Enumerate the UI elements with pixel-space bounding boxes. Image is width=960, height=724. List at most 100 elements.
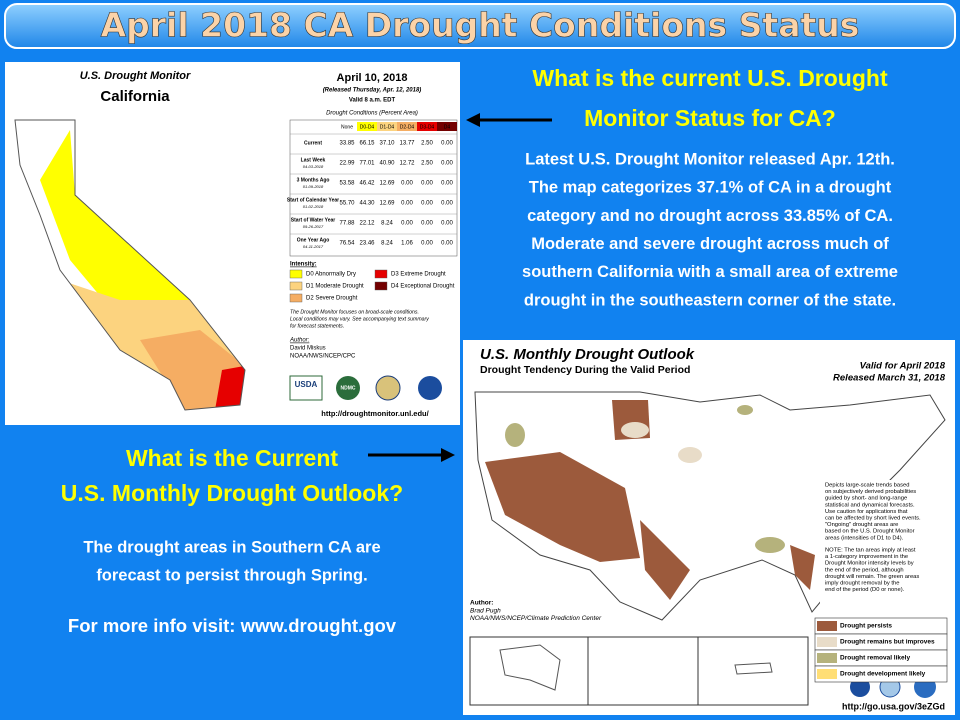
column-header-cell xyxy=(377,122,397,131)
text: NDMC xyxy=(341,385,356,391)
text: 0.00 xyxy=(401,201,413,207)
text: NOAA/NWS/NCEP/CPC xyxy=(290,354,356,360)
text: imply drought removal by the xyxy=(825,581,899,587)
us-drought-areas xyxy=(485,400,815,600)
text: 04-11-2017 xyxy=(303,244,324,249)
text: D2 Severe Drought xyxy=(306,296,358,302)
text: 09-26-2017 xyxy=(303,224,324,229)
text: D4 Exceptional Drought xyxy=(391,284,455,290)
table-frame xyxy=(289,119,458,257)
text: Drought Monitor intensity levels by xyxy=(825,561,914,567)
hawaii-inset xyxy=(587,636,699,706)
column-header-cell xyxy=(337,122,357,131)
text: The map categorizes 37.1% of CA in a dro… xyxy=(529,179,892,197)
text: http://go.usa.gov/3eZGd xyxy=(842,701,945,711)
text: Brad Pugh xyxy=(470,608,501,615)
column-header-cell xyxy=(417,122,437,131)
text: 37.10 xyxy=(379,141,395,147)
text: D1 Moderate Drought xyxy=(306,284,364,290)
text: 12.69 xyxy=(379,181,395,187)
text: 23.46 xyxy=(359,241,375,247)
title-banner xyxy=(4,3,956,49)
text: Last Week xyxy=(301,157,326,163)
text: Released March 31, 2018 xyxy=(833,373,946,384)
legend-swatch xyxy=(289,281,303,291)
text: U.S. Monthly Drought Outlook? xyxy=(61,480,403,506)
text: 2.50 xyxy=(421,141,433,147)
text: Depicts large-scale trends based xyxy=(825,483,909,489)
legend-swatch xyxy=(817,621,837,631)
text: southern California with a small area of… xyxy=(522,263,898,281)
text: D4 xyxy=(444,124,451,130)
text: For more info visit: www.drought.gov xyxy=(68,615,397,636)
puerto-rico-shape xyxy=(734,662,773,675)
text: Drought Conditions (Percent Area) xyxy=(326,111,418,117)
text: D3 Extreme Drought xyxy=(391,272,446,278)
text: 33.85 xyxy=(339,141,355,147)
column-header-cell xyxy=(397,122,417,131)
text: 0.00 xyxy=(421,221,433,227)
text: Use caution for applications that xyxy=(825,509,908,515)
text: California xyxy=(100,88,170,105)
text: Author: xyxy=(470,600,493,607)
slide-text: What is the current U.S. Drought Monitor … xyxy=(61,65,898,636)
text: Author: xyxy=(289,338,310,344)
text: The drought areas in Southern CA are xyxy=(83,538,380,556)
text: drought will remain. The green areas xyxy=(825,574,919,580)
text: 04-03-2018 xyxy=(303,164,324,169)
text: forecast to persist through Spring. xyxy=(96,566,367,584)
text: U.S. Monthly Drought Outlook xyxy=(480,346,695,363)
legend-swatch xyxy=(817,653,837,663)
text: 22.99 xyxy=(339,161,355,167)
text: Drought Tendency During the Valid Period xyxy=(480,364,690,376)
logo xyxy=(418,376,442,400)
alaska-shape xyxy=(499,644,561,691)
text: on subjectively derived probabilities xyxy=(825,489,916,495)
text: D2-D4 xyxy=(400,124,415,130)
text: 77.01 xyxy=(359,161,375,167)
text: One Year Ago xyxy=(297,237,330,243)
text: category and no drought across 33.85% of… xyxy=(527,207,893,225)
text: 0.00 xyxy=(441,141,453,147)
text: (Released Thursday, Apr. 12, 2018) xyxy=(323,88,422,94)
text: end of the period (D0 or none). xyxy=(825,587,905,593)
text: Moderate and severe drought across much … xyxy=(531,235,889,253)
text: 0.00 xyxy=(441,161,453,167)
legend-swatch xyxy=(289,269,303,279)
text: for forecast statements. xyxy=(290,323,344,329)
text: Start of Water Year xyxy=(291,217,336,223)
logo-box xyxy=(289,375,323,401)
text: 0.00 xyxy=(441,181,453,187)
arrows xyxy=(368,113,552,462)
legend-swatch xyxy=(289,293,303,303)
text: drought in the southeastern corner of th… xyxy=(524,291,896,309)
text: Valid 8 a.m. EDT xyxy=(349,98,396,104)
drought-monitor-map: U.S. Drought Monitor California April 10, … xyxy=(5,62,460,425)
text: What is the current U.S. Drought xyxy=(532,65,888,91)
text: D3-D4 xyxy=(420,124,435,130)
text: The Drought Monitor focuses on broad-sca… xyxy=(290,309,419,315)
text: Monitor Status for CA? xyxy=(584,105,836,131)
text-backdrop xyxy=(820,480,952,605)
text: guided by short- and long-range xyxy=(825,496,907,502)
text: D1-D4 xyxy=(380,124,395,130)
arrowhead xyxy=(441,448,455,462)
text: Drought remains but improves xyxy=(840,639,935,646)
text: Intensity: xyxy=(290,262,317,268)
text: http://droughtmonitor.unl.edu/ xyxy=(321,409,429,418)
text: 44.30 xyxy=(359,201,375,207)
legend-swatch xyxy=(817,637,837,647)
text: 12.69 xyxy=(379,201,395,207)
text: Valid for April 2018 xyxy=(860,361,946,372)
text: based on the U.S. Drought Monitor xyxy=(825,529,915,535)
text: "Ongoing" drought areas are xyxy=(825,522,898,528)
text: D0 Abnormally Dry xyxy=(306,272,356,278)
text: NOAA/NWS/NCEP/Climate Prediction Center xyxy=(470,615,602,622)
text: can be affected by short lived events. xyxy=(825,516,921,522)
text: NOTE: The tan areas imply at least xyxy=(825,548,916,554)
legend-swatch xyxy=(374,269,388,279)
legend-swatch xyxy=(374,281,388,291)
text: What is the Current xyxy=(126,445,338,471)
logo xyxy=(375,375,401,401)
